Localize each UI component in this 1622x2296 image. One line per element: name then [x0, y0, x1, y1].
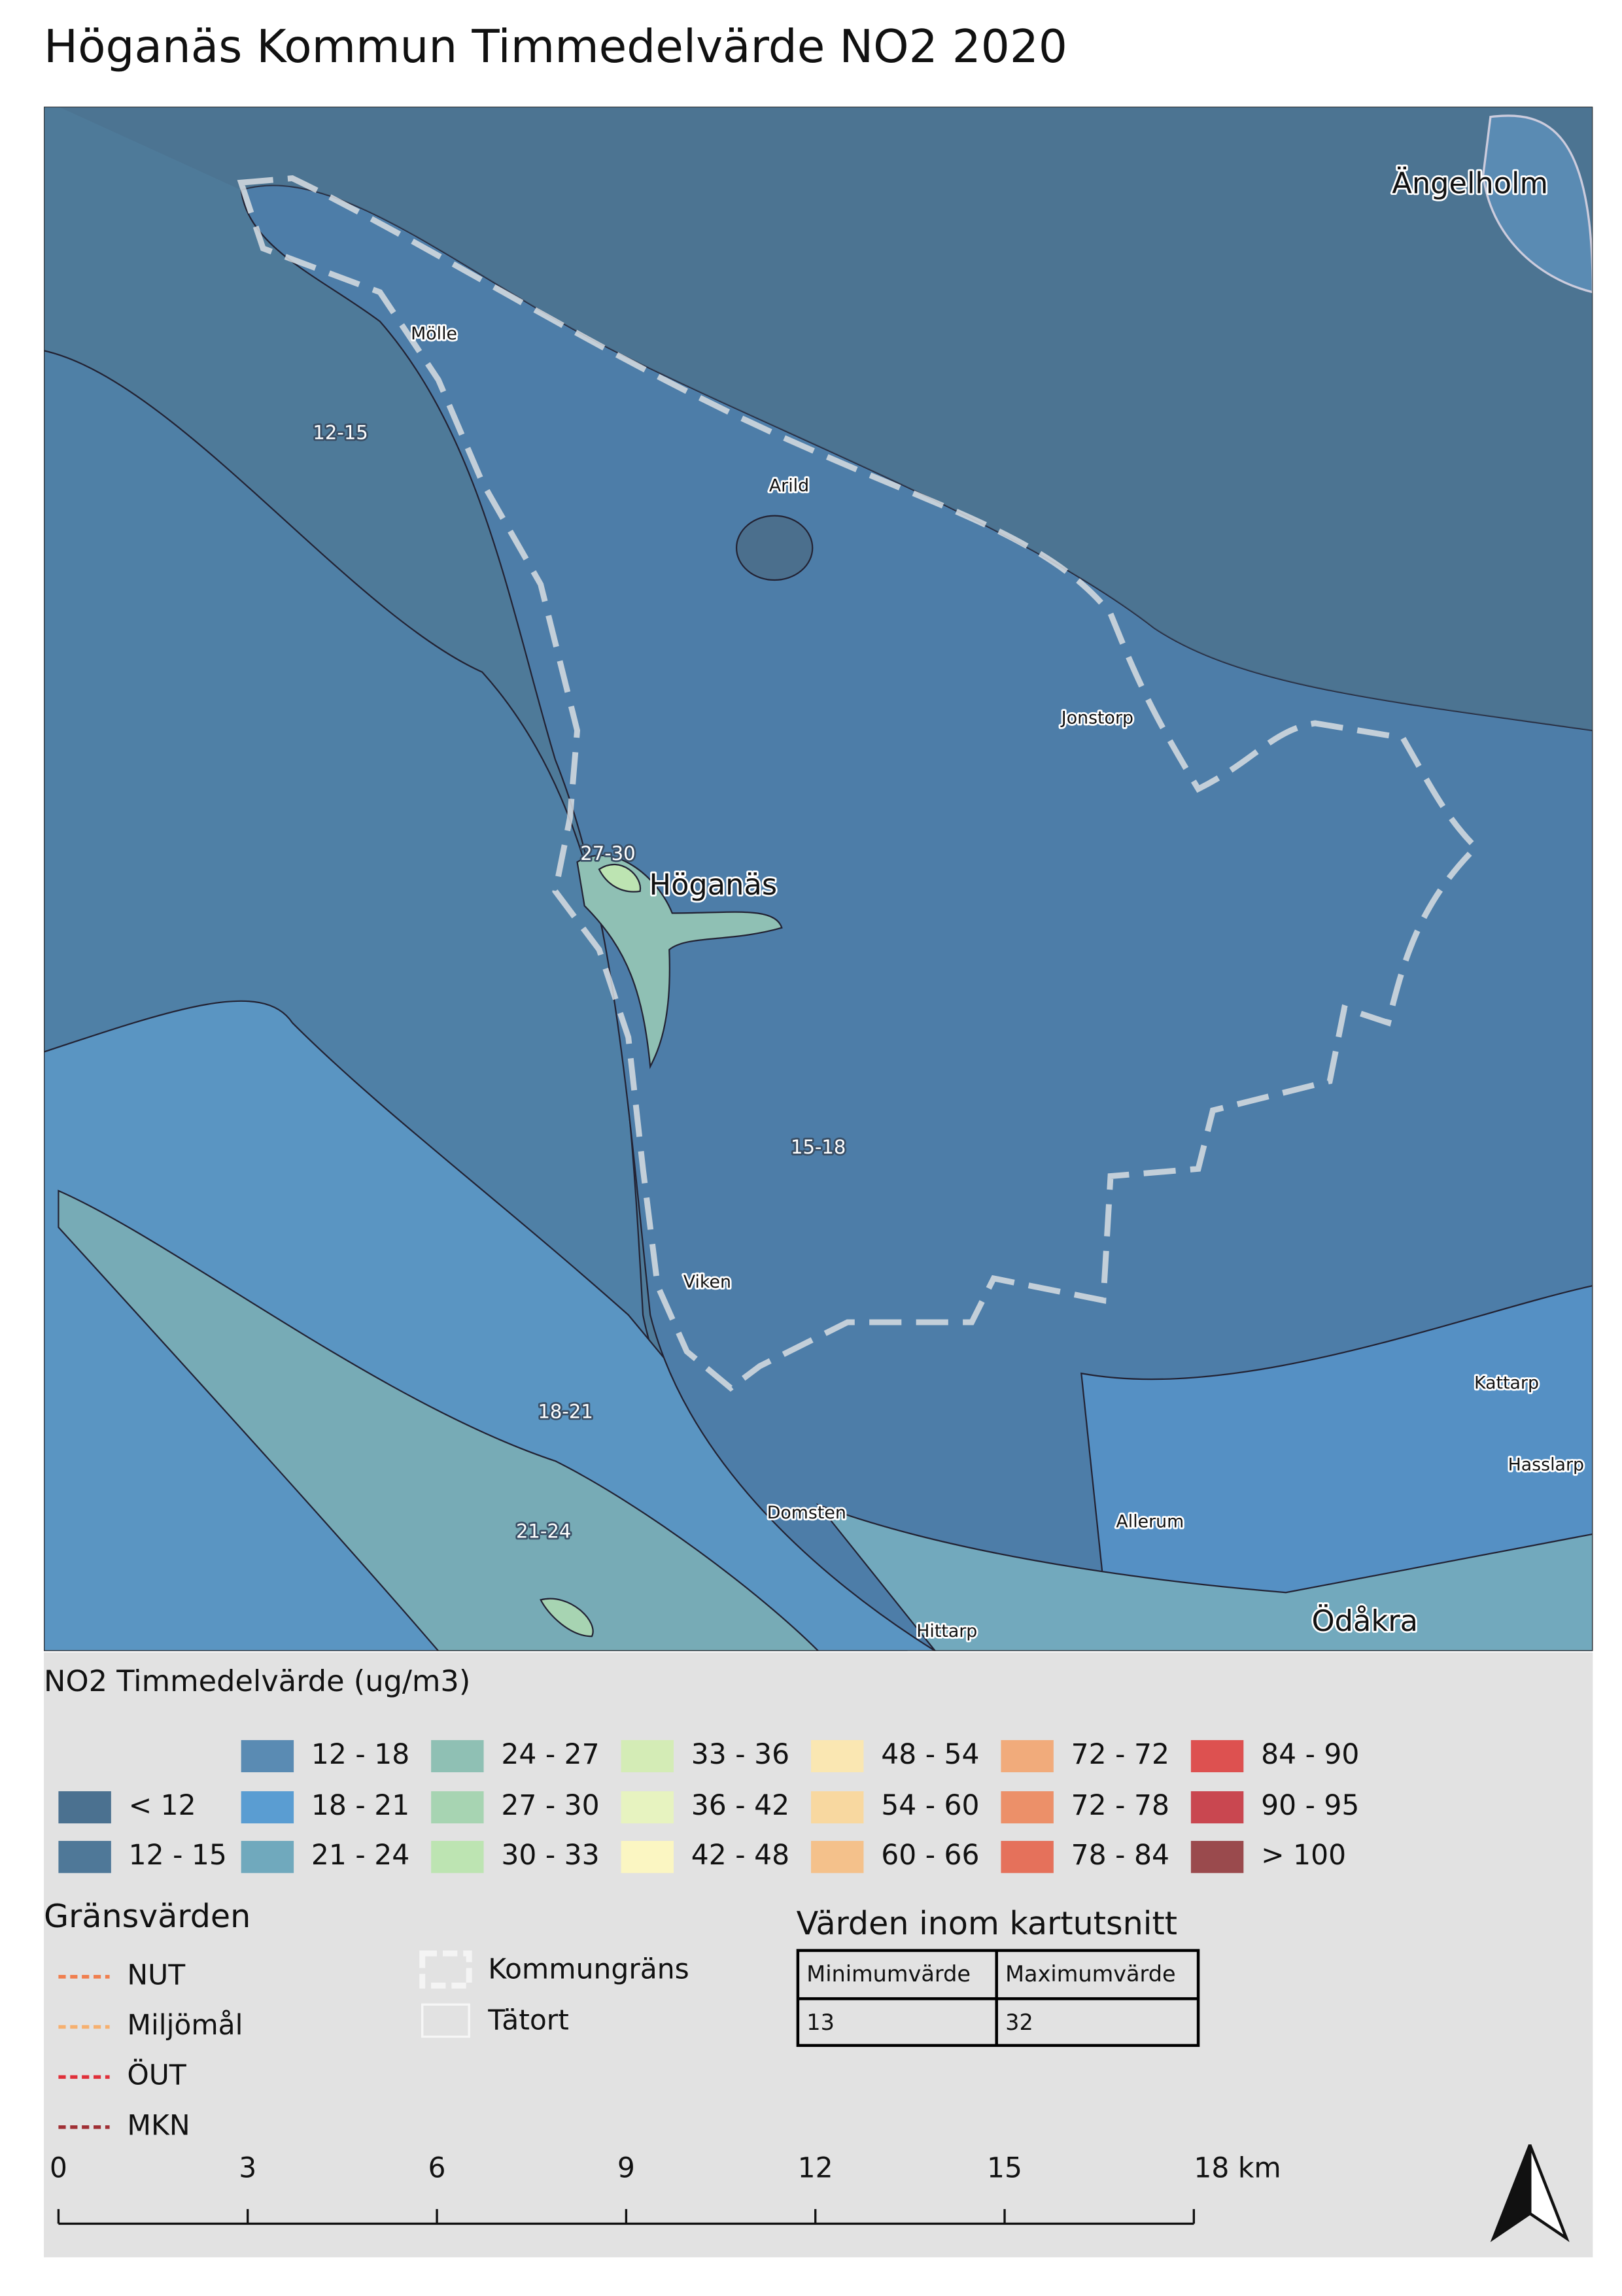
legend-swatch	[58, 1841, 111, 1874]
map-label: Hittarp	[916, 1621, 977, 1641]
scale-label: 12	[798, 2152, 833, 2184]
limit-label: NUT	[127, 1959, 186, 1991]
legend-swatch	[58, 1791, 111, 1824]
map-label: Viken	[683, 1272, 731, 1292]
legend-label: 60 - 66	[881, 1840, 979, 1872]
legend-label: 30 - 33	[501, 1840, 599, 1872]
legend-swatch	[431, 1791, 484, 1824]
legend-label: 72 - 78	[1071, 1790, 1169, 1822]
legend-label: 84 - 90	[1261, 1739, 1359, 1771]
legend-swatch	[1001, 1791, 1054, 1824]
stats-table: Minimumvärde Maximumvärde 13 32	[796, 1949, 1200, 2048]
legend-swatch	[431, 1841, 484, 1874]
map-label: Mölle	[411, 324, 457, 344]
table-title: Värden inom kartutsnitt	[797, 1904, 1177, 1942]
legend-swatch	[811, 1791, 864, 1824]
north-arrow	[1490, 2144, 1570, 2242]
boundary-label: Kommungräns	[488, 1953, 689, 1985]
legend-title: NO2 Timmedelvärde (ug/m3)	[44, 1664, 470, 1698]
legend-swatch	[1001, 1739, 1054, 1773]
kommungrans-symbol	[419, 1950, 472, 1989]
legend-label: 27 - 30	[501, 1790, 599, 1822]
map-label: Ödåkra	[1311, 1604, 1418, 1638]
legend-swatch	[1190, 1791, 1244, 1824]
table-header: Maximumvärde	[1005, 1961, 1175, 1987]
limit-label: MKN	[127, 2110, 190, 2142]
scale-label: 6	[428, 2152, 446, 2184]
map-label: Jonstorp	[1060, 708, 1133, 728]
legend-label: 18 - 21	[311, 1790, 409, 1822]
limit-label: Miljömål	[127, 2010, 243, 2042]
legend-swatch	[1190, 1739, 1244, 1773]
boundary-label: Tätort	[487, 2005, 569, 2037]
legend-swatch	[241, 1841, 294, 1874]
legend-label: > 100	[1261, 1840, 1346, 1872]
legend-label: 42 - 48	[691, 1840, 789, 1872]
legend-label: 24 - 27	[501, 1739, 599, 1771]
map-label: Arild	[769, 475, 809, 496]
scale-label: 18 km	[1194, 2152, 1281, 2184]
limit-label: ÖUT	[127, 2059, 186, 2092]
map-label: 15-18	[791, 1136, 846, 1158]
map-label: 12-15	[313, 422, 368, 444]
legend-swatch	[1190, 1841, 1244, 1874]
legend-swatch	[241, 1739, 294, 1773]
map-label: Höganäs	[649, 868, 777, 902]
legend-swatch	[621, 1739, 674, 1773]
legend-label: 72 - 72	[1071, 1739, 1169, 1771]
map-label: 18-21	[538, 1400, 593, 1422]
map-title: Höganäs Kommun Timmedelvärde NO2 2020	[44, 21, 1067, 73]
legend-swatch	[621, 1791, 674, 1824]
table-header: Minimumvärde	[806, 1961, 971, 1987]
legend-label: 21 - 24	[311, 1840, 409, 1872]
map-label: 27-30	[580, 842, 635, 865]
map-label: Kattarp	[1474, 1373, 1539, 1393]
map-label: Allerum	[1116, 1512, 1184, 1532]
table-cell: 32	[1005, 2010, 1033, 2035]
legend-label: 48 - 54	[881, 1739, 979, 1771]
legend-swatch	[621, 1841, 674, 1874]
scale-label: 3	[239, 2152, 256, 2184]
scale-label: 0	[50, 2152, 67, 2184]
map-label: 21-24	[516, 1520, 571, 1543]
map-label: Ängelholm	[1392, 167, 1548, 201]
table-cell: 13	[806, 2010, 835, 2035]
scale-label: 15	[987, 2152, 1022, 2184]
legend-label: 33 - 36	[691, 1739, 789, 1771]
legend-swatch	[811, 1841, 864, 1874]
legend-label: 90 - 95	[1261, 1790, 1359, 1822]
legend-label: < 12	[129, 1790, 196, 1822]
legend-label: 12 - 18	[311, 1739, 409, 1771]
legend-label: 78 - 84	[1071, 1840, 1169, 1872]
tatort-symbol	[421, 2003, 470, 2038]
map-label: Domsten	[767, 1503, 846, 1523]
legend-swatch	[811, 1739, 864, 1773]
legend-label: 36 - 42	[691, 1790, 789, 1822]
legend-swatch	[431, 1739, 484, 1773]
scale-label: 9	[617, 2152, 635, 2184]
legend-swatch	[241, 1791, 294, 1824]
legend-label: 12 - 15	[129, 1840, 227, 1872]
legend-label: 54 - 60	[881, 1790, 979, 1822]
legend-swatch	[1001, 1841, 1054, 1874]
map-label: Hasslarp	[1508, 1454, 1584, 1475]
limits-title: Gränsvärden	[44, 1897, 250, 1935]
map-frame: Ängelholm Mölle 12-15 Arild Jonstorp 27-30 Hög…	[44, 107, 1593, 1651]
